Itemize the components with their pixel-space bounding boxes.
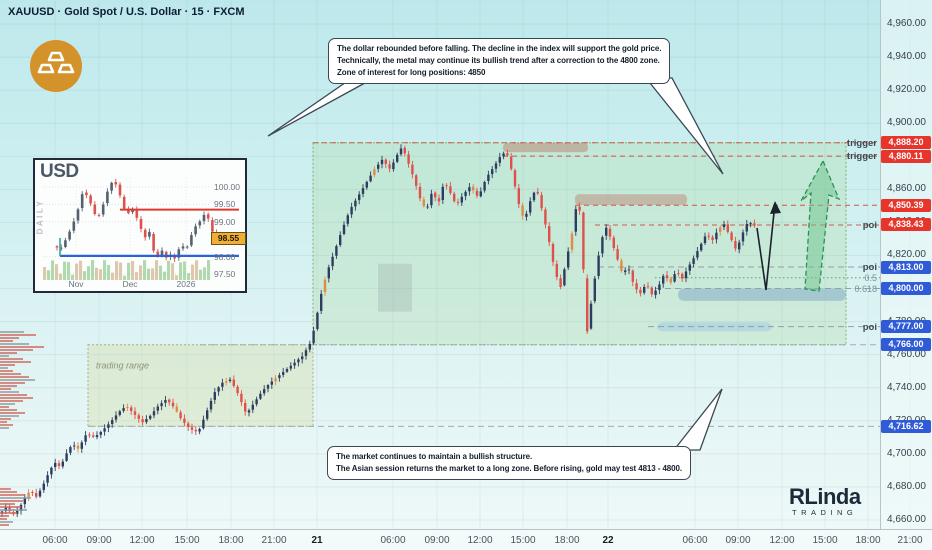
price-level-chip[interactable]: 4,766.00 xyxy=(881,338,931,352)
price-level-chip[interactable]: 4,838.43 xyxy=(881,218,931,232)
level-side-label: 0.5 xyxy=(864,272,877,283)
rlinda-logo: RLinda TRADING xyxy=(789,484,861,518)
price-level-chip[interactable]: 4,800.00 xyxy=(881,282,931,296)
gold-bars-icon xyxy=(29,38,83,99)
price-tick-label: 4,660.00 xyxy=(887,514,926,525)
time-tick-label: 15:00 xyxy=(174,535,200,546)
price-tick-label: 4,740.00 xyxy=(887,381,926,393)
price-level-chip[interactable]: 4,716.62 xyxy=(881,419,931,433)
time-tick-label: 18:00 xyxy=(855,535,881,546)
level-side-label: poi xyxy=(862,219,877,231)
time-tick-label: 18:00 xyxy=(554,535,580,546)
price-level-chip[interactable]: 4,813.00 xyxy=(881,260,931,274)
price-level-chip[interactable]: 4,850.39 xyxy=(881,198,931,212)
inset-price-tick-label: 99.00 xyxy=(214,216,236,227)
callout-line: Zone of interest for long positions: 485… xyxy=(337,68,486,77)
inset-time-tick-label: 2026 xyxy=(176,279,196,289)
green-up-arrow[interactable] xyxy=(800,159,841,292)
inset-price-tick-label: 97.50 xyxy=(214,269,236,279)
callout-line: The Asian session returns the market to … xyxy=(336,464,682,473)
time-tick-label: 21:00 xyxy=(261,535,287,546)
symbol-title[interactable]: XAUUSD · Gold Spot / U.S. Dollar · 15 · … xyxy=(8,6,245,18)
price-tick-label: 4,860.00 xyxy=(887,183,926,195)
time-tick-label: 09:00 xyxy=(86,535,112,546)
price-tick-label: 4,820.00 xyxy=(887,249,926,261)
level-side-label: trigger xyxy=(846,151,877,163)
price-tick-label: 4,680.00 xyxy=(887,480,926,492)
black-projection-arrow[interactable] xyxy=(756,201,781,291)
inset-price-tick-label: 98.00 xyxy=(214,251,236,262)
time-tick-label: 09:00 xyxy=(424,535,450,546)
supply-band-4850[interactable] xyxy=(575,194,687,205)
inset-timeframe-label: DAILY xyxy=(35,198,45,235)
demand-band-4777[interactable] xyxy=(657,322,772,332)
inset-price-tick-label: 100.00 xyxy=(214,182,240,192)
inset-time-tick-label: Dec xyxy=(122,279,138,289)
logo-subtext: TRADING xyxy=(792,508,858,517)
long-zone[interactable] xyxy=(312,142,847,346)
level-side-label: poi xyxy=(862,262,877,274)
time-tick-label: 06:00 xyxy=(682,535,708,546)
price-tick-label: 4,920.00 xyxy=(887,84,926,96)
date-tick-label: 22 xyxy=(602,535,614,546)
time-tick-label: 15:00 xyxy=(812,535,838,546)
inset-price-tick-label: 99.50 xyxy=(214,199,236,210)
time-axis[interactable] xyxy=(0,529,932,550)
time-tick-label: 06:00 xyxy=(380,535,406,546)
price-level-chip[interactable]: 4,888.20 xyxy=(881,136,931,150)
time-tick-label: 18:00 xyxy=(218,535,244,546)
analysis-callout-bottom[interactable]: The market continues to maintain a bulli… xyxy=(327,446,691,480)
level-side-label: 0.618 xyxy=(854,283,877,294)
usd-inset-canvas xyxy=(43,178,239,280)
analysis-callout-top[interactable]: The dollar rebounded before falling. The… xyxy=(328,38,671,84)
candles-layer xyxy=(0,144,756,518)
volume-profile xyxy=(0,331,44,526)
time-tick-label: 21:00 xyxy=(897,535,923,546)
logo-text: RLinda xyxy=(789,484,861,509)
price-tick-label: 4,940.00 xyxy=(887,51,926,63)
callout-line: The market continues to maintain a bulli… xyxy=(336,452,533,461)
trading-range-zone[interactable] xyxy=(87,344,314,427)
time-tick-label: 12:00 xyxy=(769,535,795,546)
time-tick-label: 06:00 xyxy=(42,535,68,546)
inset-title: USD xyxy=(40,161,79,182)
price-tick-label: 4,960.00 xyxy=(887,18,926,29)
supply-band-4880[interactable] xyxy=(503,143,588,153)
callout-line: Technically, the metal may continue its … xyxy=(337,56,660,65)
price-level-chip[interactable]: 4,880.11 xyxy=(881,149,931,163)
price-tick-label: 4,760.00 xyxy=(887,348,926,360)
date-tick-label: 21 xyxy=(311,535,323,546)
time-tick-label: 09:00 xyxy=(725,535,751,546)
level-side-label: trigger xyxy=(846,137,877,149)
price-tick-label: 4,900.00 xyxy=(887,117,926,129)
gray-box[interactable] xyxy=(378,263,412,312)
time-tick-label: 12:00 xyxy=(129,535,155,546)
demand-band-4800[interactable] xyxy=(678,288,846,301)
usd-price-chip: 98.55 xyxy=(211,231,246,245)
time-tick-label: 12:00 xyxy=(467,535,493,546)
time-tick-label: 15:00 xyxy=(510,535,536,546)
level-side-label: poi xyxy=(862,321,877,333)
price-tick-label: 4,700.00 xyxy=(887,447,926,459)
inset-time-tick-label: Nov xyxy=(68,279,84,289)
callout-line: The dollar rebounded before falling. The… xyxy=(337,44,662,53)
price-level-chip[interactable]: 4,777.00 xyxy=(881,320,931,334)
usd-index-inset-chart[interactable]: USD DAILY 98.55 100.00 99.50 99.00 98.00 97.… xyxy=(33,158,247,293)
zone-label: trading range xyxy=(96,361,149,371)
